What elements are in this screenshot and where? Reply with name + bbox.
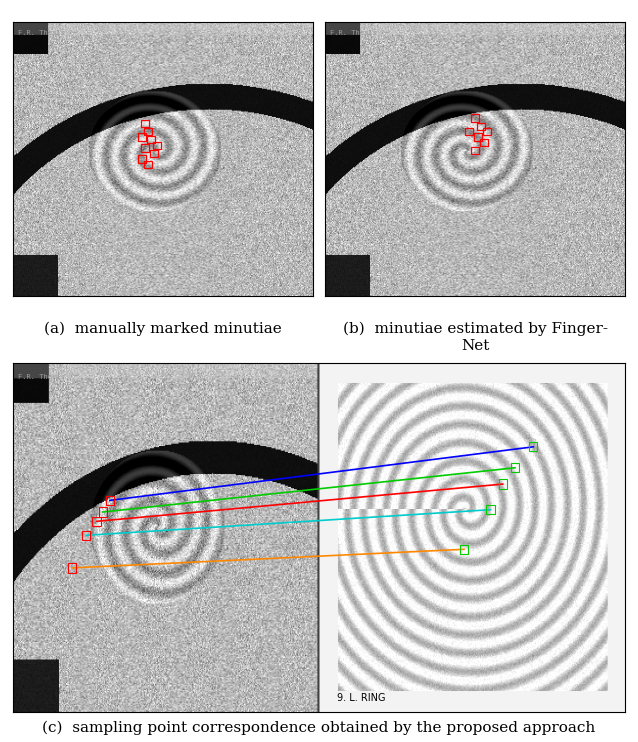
Bar — [477, 122, 485, 130]
Bar — [486, 505, 494, 514]
Bar — [68, 563, 76, 573]
Bar — [483, 128, 491, 135]
Text: (c)  sampling point correspondence obtained by the proposed approach: (c) sampling point correspondence obtain… — [42, 720, 596, 735]
Text: F.R. Thesis: F.R. Thesis — [18, 374, 64, 380]
Bar — [150, 150, 158, 157]
Bar — [144, 128, 152, 135]
Bar — [511, 463, 519, 473]
Bar — [480, 139, 488, 146]
Text: F.R. Thesis: F.R. Thesis — [18, 30, 64, 36]
Bar — [138, 155, 146, 162]
Text: F.R. Thesis: F.R. Thesis — [330, 30, 377, 36]
Text: (b)  minutiae estimated by Finger-
Net: (b) minutiae estimated by Finger- Net — [343, 322, 607, 352]
Bar — [471, 147, 479, 154]
Bar — [153, 142, 161, 149]
Bar — [471, 114, 479, 122]
Bar — [499, 479, 507, 489]
Bar — [141, 119, 149, 127]
Bar — [93, 516, 101, 526]
Bar — [98, 508, 107, 516]
Bar — [460, 545, 468, 554]
Bar — [106, 496, 114, 505]
Text: (a)  manually marked minutiae: (a) manually marked minutiae — [44, 322, 282, 336]
Bar — [530, 442, 537, 451]
Bar — [82, 531, 91, 540]
Bar — [141, 145, 149, 151]
Bar — [147, 137, 155, 143]
Bar — [465, 128, 473, 135]
Bar — [138, 134, 146, 141]
Text: 9. L. RING: 9. L. RING — [338, 693, 386, 703]
Bar — [144, 161, 152, 168]
Bar — [474, 134, 482, 141]
